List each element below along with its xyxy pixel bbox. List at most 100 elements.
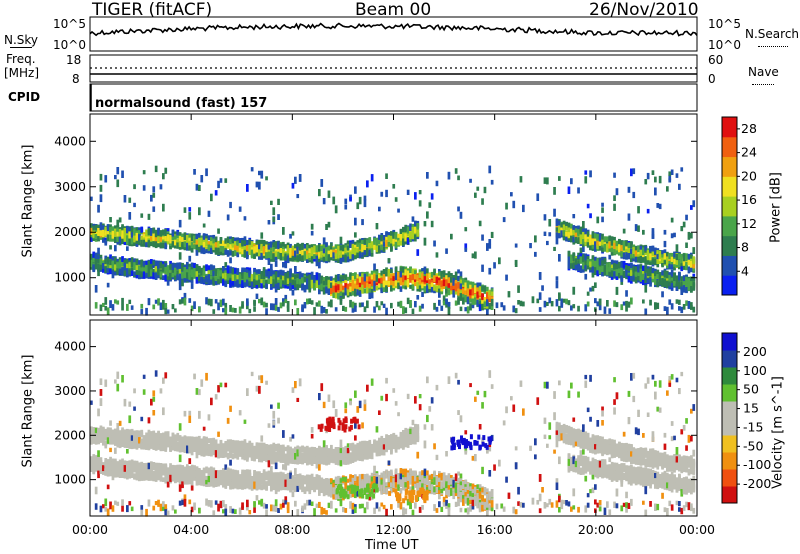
power-cell xyxy=(178,276,182,284)
power-cell xyxy=(334,244,338,251)
power-cell xyxy=(214,190,218,196)
power-cell xyxy=(421,273,424,280)
power-cell xyxy=(680,266,684,272)
power-cell xyxy=(174,263,177,268)
power-cell xyxy=(433,302,436,310)
power-cell xyxy=(642,265,645,271)
power-cell xyxy=(630,251,633,259)
power-cell xyxy=(601,247,604,253)
power-cell xyxy=(414,192,417,200)
power-cell xyxy=(138,271,141,280)
power-cell xyxy=(370,247,374,253)
power-cell xyxy=(298,279,302,285)
power-cell xyxy=(632,254,636,259)
power-cell xyxy=(601,265,604,270)
power-cell xyxy=(102,238,105,243)
power-cell xyxy=(591,261,595,267)
power-cell xyxy=(404,283,408,290)
power-cell xyxy=(678,183,681,190)
power-cell xyxy=(670,256,674,262)
power-cell xyxy=(673,232,676,238)
power-cell xyxy=(327,254,331,262)
power-cell xyxy=(116,227,120,235)
power-cell xyxy=(464,285,468,291)
power-cell xyxy=(178,241,182,247)
power-cell xyxy=(574,265,578,271)
power-cell xyxy=(106,228,110,237)
power-cell xyxy=(229,238,232,247)
power-cell xyxy=(663,229,667,235)
power-cell xyxy=(558,227,561,234)
power-cell xyxy=(462,294,465,299)
power-cell xyxy=(147,263,151,272)
power-cell xyxy=(598,266,602,273)
power-cell xyxy=(186,272,189,279)
power-cell xyxy=(99,194,103,203)
power-cell xyxy=(466,306,470,314)
power-cell xyxy=(363,250,367,255)
power-cell xyxy=(147,270,151,277)
power-cell xyxy=(690,286,693,293)
power-cell xyxy=(505,274,508,281)
power-cell xyxy=(404,234,408,242)
power-cell xyxy=(555,236,559,245)
power-cell xyxy=(133,262,136,269)
power-cell xyxy=(565,298,568,305)
power-cell xyxy=(162,264,165,272)
power-cell xyxy=(128,226,132,234)
power-cell xyxy=(224,238,228,244)
power-cell xyxy=(572,214,576,219)
power-cell xyxy=(274,241,278,249)
power-cell xyxy=(94,259,98,267)
power-cell xyxy=(421,291,424,297)
power-cell xyxy=(183,207,187,213)
power-cell xyxy=(579,231,583,238)
power-cell xyxy=(594,238,597,243)
power-cell xyxy=(601,233,604,241)
power-cell xyxy=(219,237,223,244)
power-cell xyxy=(308,280,312,288)
power-cell xyxy=(291,255,295,261)
power-cell xyxy=(282,241,285,248)
power-cell xyxy=(457,275,460,282)
power-cell xyxy=(649,299,652,306)
power-cell xyxy=(483,186,487,194)
power-cell xyxy=(224,262,228,268)
power-cell xyxy=(255,240,259,246)
power-cell xyxy=(392,276,396,281)
power-cell xyxy=(615,241,619,247)
power-cell xyxy=(190,305,194,312)
power-cell xyxy=(193,169,196,175)
power-cell xyxy=(651,258,655,265)
nsky-tick-high: 10^5 xyxy=(53,17,86,31)
power-cell xyxy=(130,305,134,310)
power-cell xyxy=(404,275,408,280)
power-cell xyxy=(565,221,568,230)
power-cell xyxy=(104,297,108,305)
velocity-cell xyxy=(90,431,93,438)
power-cell xyxy=(135,237,139,244)
power-cell xyxy=(147,213,151,220)
power-cell xyxy=(152,186,156,193)
power-cell xyxy=(318,300,321,307)
power-cell xyxy=(207,278,211,285)
power-cell xyxy=(234,245,237,251)
power-cell xyxy=(106,256,110,265)
power-cell xyxy=(140,260,144,268)
power-cell xyxy=(99,235,103,240)
power-cell xyxy=(226,274,230,281)
power-cell xyxy=(279,244,283,251)
power-cell xyxy=(363,306,367,313)
power-cell xyxy=(459,211,463,219)
power-cell xyxy=(325,242,328,250)
power-cell xyxy=(162,275,165,280)
velocity-cell xyxy=(90,426,93,431)
power-cell xyxy=(92,264,96,273)
power-cell xyxy=(361,239,364,248)
power-cell xyxy=(548,297,552,304)
power-cell xyxy=(342,285,345,292)
power-cell xyxy=(152,236,156,242)
power-cell xyxy=(150,241,153,247)
power-cell xyxy=(454,168,458,174)
